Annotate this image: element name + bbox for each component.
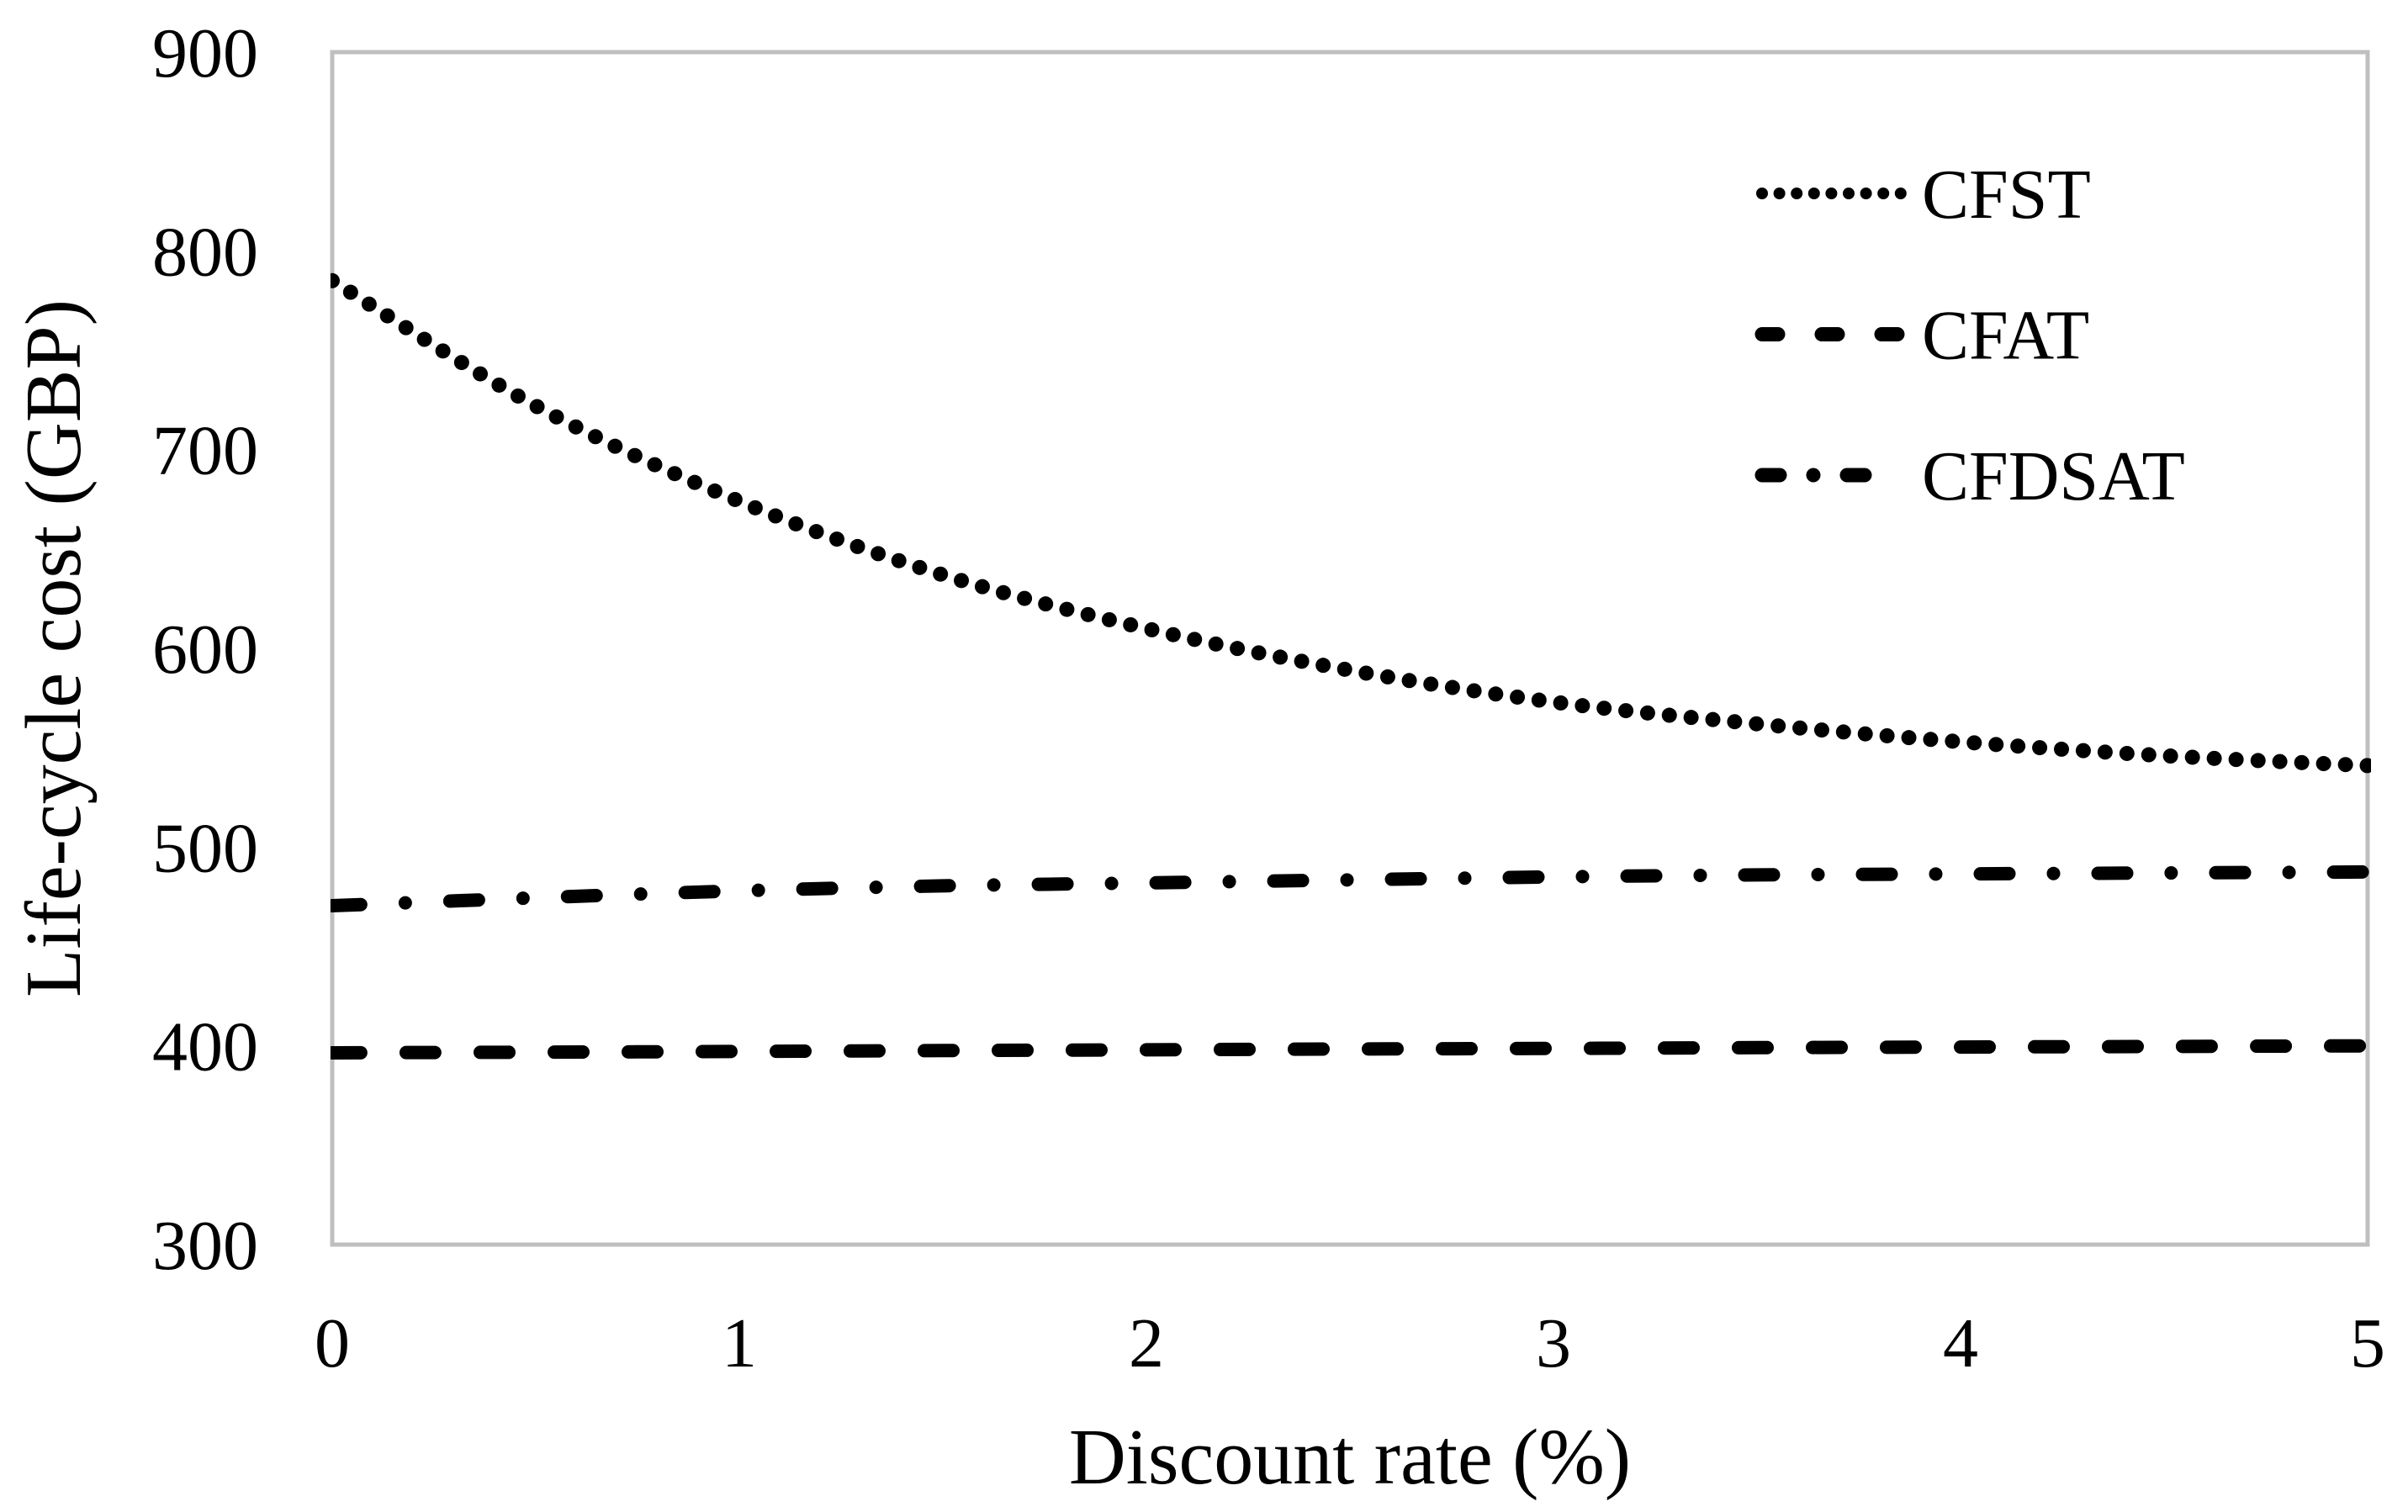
series-line-CFST (331, 272, 2371, 774)
series-line-CFAT (331, 1039, 2371, 1060)
x-tick-label-5: 5 (2350, 1304, 2385, 1382)
y-axis-tick-labels: 300 400 500 600 700 800 900 (152, 14, 258, 1285)
x-tick-label-1: 1 (722, 1304, 757, 1382)
legend: CFST CFAT CFDSAT (1754, 156, 2185, 515)
x-tick-label-4: 4 (1943, 1304, 1978, 1382)
legend-label: CFST (1922, 156, 2091, 234)
y-tick-label-800: 800 (152, 213, 258, 291)
y-tick-label-300: 300 (152, 1207, 258, 1285)
legend-label: CFAT (1922, 297, 2089, 375)
x-tick-label-0: 0 (315, 1304, 350, 1382)
x-tick-label-2: 2 (1129, 1304, 1164, 1382)
series-line-CFDSAT (331, 864, 2371, 913)
y-tick-label-500: 500 (152, 809, 258, 887)
legend-item-CFDSAT: CFDSAT (1754, 437, 2185, 515)
x-axis-tick-labels: 0 1 2 3 4 5 (315, 1304, 2385, 1382)
legend-item-CFAT: CFAT (1754, 297, 2089, 375)
x-tick-label-3: 3 (1536, 1304, 1571, 1382)
plot-area-border (330, 50, 2370, 1247)
x-axis-title: Discount rate (%) (1069, 1414, 1631, 1501)
y-tick-label-700: 700 (152, 412, 258, 490)
y-tick-label-400: 400 (152, 1008, 258, 1086)
y-tick-label-900: 900 (152, 14, 258, 93)
legend-label: CFDSAT (1922, 437, 2185, 515)
y-tick-label-600: 600 (152, 611, 258, 689)
y-axis-title: Life-cycle cost (GBP) (10, 299, 98, 997)
series-lines (331, 272, 2371, 1060)
legend-item-CFST: CFST (1756, 156, 2091, 234)
